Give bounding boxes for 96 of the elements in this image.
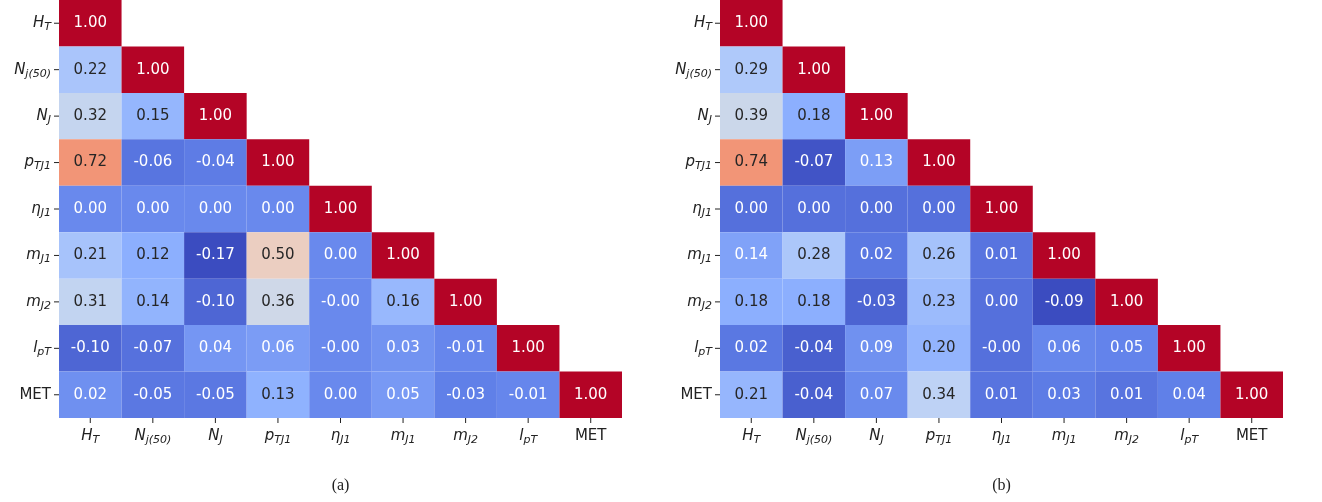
data-label: 0.23 — [922, 291, 956, 310]
data-label: -0.07 — [794, 152, 834, 171]
data-label: 0.02 — [73, 384, 107, 403]
data-label: 1.00 — [448, 291, 483, 310]
data-label: 1.00 — [386, 245, 420, 264]
data-label: 0.06 — [261, 338, 295, 357]
data-label: 0.34 — [922, 384, 956, 403]
data-label: 0.39 — [734, 106, 768, 124]
data-label: 1.00 — [922, 152, 956, 171]
data-label: 0.18 — [734, 291, 768, 310]
text: (a) — [331, 476, 350, 495]
data-label: 0.03 — [386, 338, 420, 357]
data-label: -0.07 — [133, 338, 173, 357]
data-label: 0.01 — [984, 384, 1019, 403]
data-label: 0.05 — [1109, 338, 1144, 357]
data-label: -0.03 — [856, 291, 896, 310]
data-label: 0.74 — [734, 152, 768, 171]
data-label: 0.18 — [797, 106, 831, 124]
data-label: 0.00 — [136, 198, 170, 217]
data-label: 0.00 — [984, 291, 1019, 310]
data-label: -0.17 — [195, 245, 235, 264]
data-label: 1.00 — [984, 198, 1019, 217]
x-tick-label: MET — [1235, 425, 1269, 444]
data-label: -0.05 — [133, 384, 173, 403]
data-label: 0.21 — [73, 245, 107, 264]
data-label: 0.02 — [734, 338, 768, 357]
data-label: 0.18 — [797, 291, 831, 310]
data-label: 0.28 — [797, 245, 831, 264]
data-label: 0.00 — [323, 384, 358, 403]
data-label: 0.09 — [859, 338, 894, 357]
data-label: 0.13 — [859, 152, 894, 171]
data-label: 1.00 — [1172, 338, 1206, 357]
y-tick-label: MET — [680, 384, 713, 403]
data-label: 0.32 — [73, 106, 107, 124]
data-label: 1.00 — [734, 13, 768, 32]
data-label: 0.22 — [73, 59, 107, 78]
data-label: -0.10 — [195, 291, 235, 310]
data-label: 1.00 — [797, 59, 831, 78]
data-label: 0.00 — [198, 198, 233, 217]
data-label: -0.04 — [794, 338, 834, 357]
data-label: 0.00 — [734, 198, 768, 217]
data-label: 1.00 — [859, 106, 894, 124]
data-label: 0.00 — [73, 198, 107, 217]
data-label: 0.04 — [198, 338, 233, 357]
data-label: 1.00 — [261, 152, 295, 171]
data-label: -0.09 — [1044, 291, 1084, 310]
data-label: 0.21 — [734, 384, 768, 403]
data-label: 0.72 — [73, 152, 107, 171]
data-label: -0.03 — [446, 384, 486, 403]
data-label: 0.05 — [386, 384, 420, 403]
data-label: 0.50 — [261, 245, 295, 264]
data-label: 1.00 — [136, 59, 170, 78]
data-label: -0.00 — [321, 338, 360, 357]
data-label: 1.00 — [1109, 291, 1144, 310]
data-label: 1.00 — [198, 106, 233, 124]
data-label: 0.00 — [797, 198, 831, 217]
data-label: 0.36 — [261, 291, 295, 310]
data-label: 0.13 — [261, 384, 295, 403]
text: (b) — [992, 476, 1011, 495]
y-tick-label: MET — [19, 384, 52, 403]
data-label: -0.00 — [982, 338, 1021, 357]
data-label: -0.01 — [508, 384, 548, 403]
data-label: 0.20 — [922, 338, 956, 357]
data-label: 1.00 — [574, 384, 608, 403]
data-label: -0.05 — [195, 384, 235, 403]
data-label: 0.00 — [323, 245, 358, 264]
data-label: -0.06 — [133, 152, 173, 171]
data-label: 0.15 — [136, 106, 170, 124]
data-label: 0.14 — [136, 291, 170, 310]
data-label: 0.12 — [136, 245, 170, 264]
data-label: -0.04 — [195, 152, 235, 171]
data-label: 0.16 — [386, 291, 420, 310]
data-label: 0.26 — [922, 245, 956, 264]
x-tick-label: MET — [574, 425, 608, 444]
data-label: -0.00 — [321, 291, 360, 310]
data-label: 0.00 — [261, 198, 295, 217]
data-label: 0.29 — [734, 59, 768, 78]
data-label: 0.02 — [859, 245, 894, 264]
data-label: -0.10 — [70, 338, 110, 357]
data-label: 0.03 — [1047, 384, 1081, 403]
data-label: 0.00 — [859, 198, 894, 217]
data-label: -0.01 — [446, 338, 486, 357]
data-label: 0.14 — [734, 245, 768, 264]
data-label: 0.04 — [1172, 384, 1206, 403]
data-label: 0.01 — [1109, 384, 1144, 403]
data-label: 1.00 — [73, 13, 107, 32]
data-label: 1.00 — [511, 338, 545, 357]
data-label: 0.31 — [73, 291, 107, 310]
data-label: 0.01 — [984, 245, 1019, 264]
data-label: 0.00 — [922, 198, 956, 217]
data-label: 0.07 — [859, 384, 894, 403]
data-label: 1.00 — [1235, 384, 1269, 403]
data-label: 1.00 — [1047, 245, 1081, 264]
data-label: 1.00 — [323, 198, 358, 217]
data-label: 0.06 — [1047, 338, 1081, 357]
data-label: -0.04 — [794, 384, 834, 403]
